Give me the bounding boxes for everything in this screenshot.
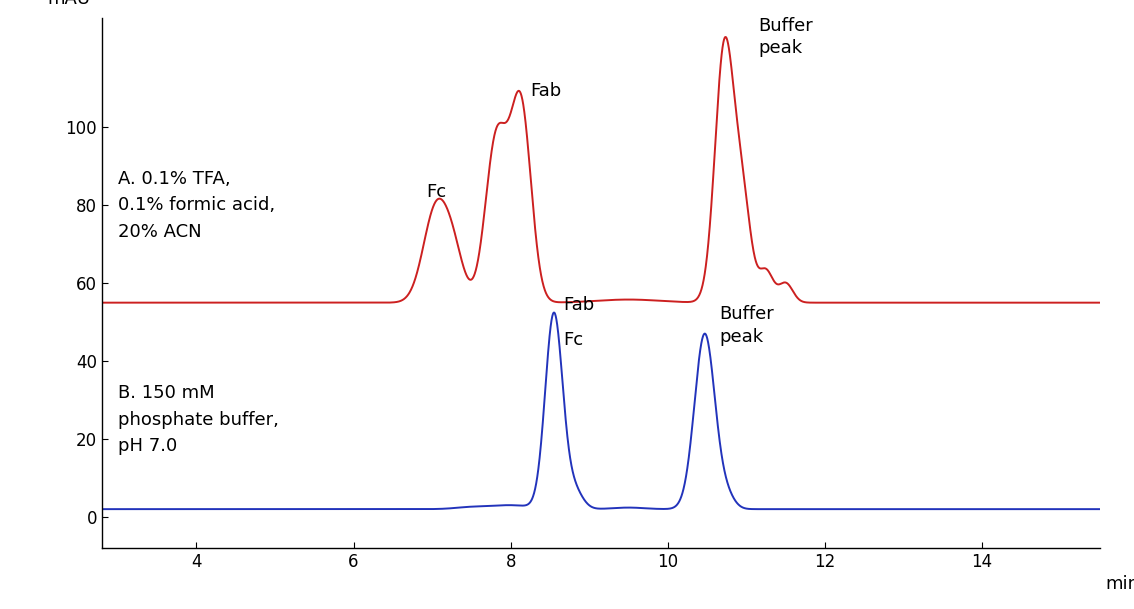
Text: Fab: Fab [564, 297, 594, 314]
Text: Fc: Fc [426, 183, 446, 202]
Text: Fab: Fab [531, 82, 561, 100]
Text: B. 150 mM
phosphate buffer,
pH 7.0: B. 150 mM phosphate buffer, pH 7.0 [118, 384, 279, 455]
Text: Buffer
peak: Buffer peak [719, 305, 773, 345]
Text: Fc: Fc [564, 331, 583, 350]
Text: min: min [1105, 575, 1134, 593]
Text: Buffer
peak: Buffer peak [759, 17, 813, 57]
Text: mAU: mAU [48, 0, 91, 8]
Text: A. 0.1% TFA,
0.1% formic acid,
20% ACN: A. 0.1% TFA, 0.1% formic acid, 20% ACN [118, 170, 274, 241]
